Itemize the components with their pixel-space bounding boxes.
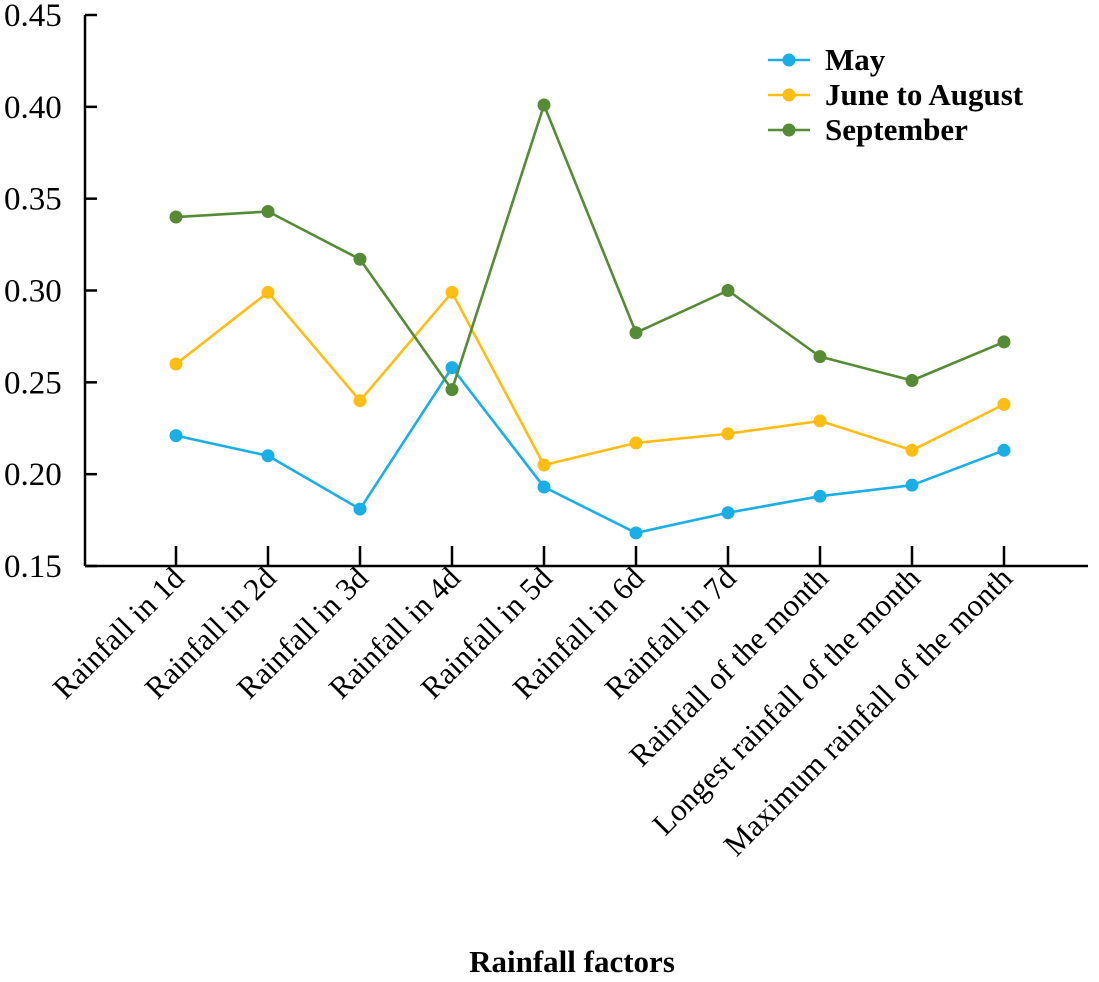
- legend-label: September: [825, 112, 968, 147]
- data-point: [813, 489, 827, 503]
- data-point: [169, 357, 183, 371]
- legend-swatch-marker: [782, 53, 796, 67]
- series-line: [175, 291, 1005, 467]
- data-point: [445, 285, 459, 299]
- data-point: [721, 284, 735, 297]
- data-point: [261, 449, 275, 463]
- data-point: [537, 98, 551, 112]
- y-tick-label: 0.20: [4, 457, 62, 493]
- data-point: [261, 285, 275, 299]
- data-point: [629, 436, 643, 450]
- data-point: [997, 443, 1011, 457]
- y-tick-label: 0.35: [4, 182, 62, 218]
- data-point: [629, 526, 643, 540]
- data-point: [169, 429, 183, 443]
- data-point: [997, 397, 1011, 411]
- data-point: [537, 480, 551, 494]
- y-tick-label: 0.45: [4, 0, 62, 34]
- data-point: [997, 335, 1011, 349]
- y-tick-label: 0.30: [4, 274, 62, 310]
- data-point: [629, 326, 643, 340]
- legend-swatch-marker: [782, 123, 796, 137]
- legend-item: June to August: [768, 77, 1024, 112]
- data-point: [537, 458, 551, 472]
- data-point: [353, 502, 367, 516]
- data-point: [721, 506, 735, 520]
- y-tick-label: 0.25: [4, 365, 62, 401]
- legend-label: May: [825, 42, 886, 77]
- legend-label: June to August: [825, 77, 1024, 112]
- data-point: [905, 373, 919, 387]
- data-point: [261, 205, 275, 219]
- series-may: [169, 361, 1011, 540]
- data-point: [169, 210, 183, 224]
- legend-item: September: [768, 112, 968, 147]
- data-point: [353, 252, 367, 266]
- series-june-to-august: [169, 285, 1011, 472]
- series-lines: [169, 98, 1011, 540]
- data-point: [813, 414, 827, 428]
- data-point: [813, 350, 827, 364]
- legend-item: May: [768, 42, 886, 77]
- legend-swatch-marker: [782, 88, 796, 102]
- x-axis-title: Rainfall factors: [469, 944, 675, 977]
- data-point: [445, 361, 459, 375]
- data-point: [905, 478, 919, 492]
- data-point: [721, 427, 735, 441]
- series-september: [169, 98, 1011, 397]
- y-tick-label: 0.40: [4, 90, 62, 126]
- y-tick-label: 0.15: [4, 549, 62, 585]
- data-point: [445, 383, 459, 397]
- series-line: [175, 366, 1005, 535]
- series-line: [175, 103, 1005, 391]
- data-point: [353, 394, 367, 408]
- data-point: [905, 443, 919, 457]
